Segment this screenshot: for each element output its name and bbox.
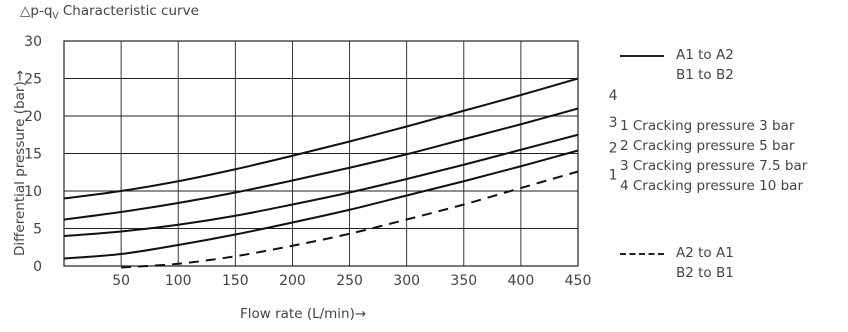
legend-note-1: 1 Cracking pressure 3 bar [620,118,795,134]
curve-label-1: 1 [609,168,618,184]
legend-dashed-swatch [620,245,664,255]
legend-note-3: 3 Cracking pressure 7.5 bar [620,158,808,174]
curve-label-3: 3 [609,115,618,131]
legend-note-2: 2 Cracking pressure 5 bar [620,138,795,154]
legend-solid-line2: B1 to B2 [676,67,734,83]
y-tick-label-15: 15 [24,147,42,163]
series-line-1 [63,149,579,260]
y-tick-label-20: 20 [24,109,42,125]
legend-note-4: 4 Cracking pressure 10 bar [620,178,804,194]
legend-solid: A1 to A2 B1 to B2 [620,47,734,87]
x-tick-label-250: 250 [336,273,363,289]
series-line-reverse [121,170,579,269]
series-line-2 [63,133,579,237]
y-tick-label-25: 25 [24,72,42,88]
x-tick-label-150: 150 [222,273,249,289]
series-line-3 [63,107,579,221]
y-tick-label-5: 5 [33,222,42,238]
x-tick-label-400: 400 [508,273,535,289]
x-tick-label-300: 300 [393,273,420,289]
x-tick-label-100: 100 [165,273,192,289]
chart-title-tail: Characteristic curve [58,3,199,19]
y-tick-label-30: 30 [24,34,42,50]
curve-label-4: 4 [609,88,618,104]
y-tick-label-10: 10 [24,184,42,200]
chart-title-main: △p-q [20,3,53,19]
legend-dashed-line1: A2 to A1 [676,245,734,261]
legend-solid-line1: A1 to A2 [676,47,734,63]
curve-label-2: 2 [609,141,618,157]
legend-notes: 1 Cracking pressure 3 bar 2 Cracking pre… [620,118,807,198]
legend-dashed: A2 to A1 B2 to B1 [620,245,734,285]
chart-title-sub: V [52,11,59,22]
x-tick-label-200: 200 [279,273,306,289]
series-line-4 [63,77,579,200]
x-tick-label-50: 50 [112,273,130,289]
x-tick-label-350: 350 [450,273,477,289]
legend-dashed-line2: B2 to B1 [676,265,734,281]
x-axis-label: Flow rate (L/min)→ [240,306,367,322]
chart-title: △p-qV Characteristic curve [20,3,199,22]
x-tick-label-450: 450 [565,273,592,289]
y-tick-label-0: 0 [33,259,42,275]
legend-solid-swatch [620,47,664,57]
